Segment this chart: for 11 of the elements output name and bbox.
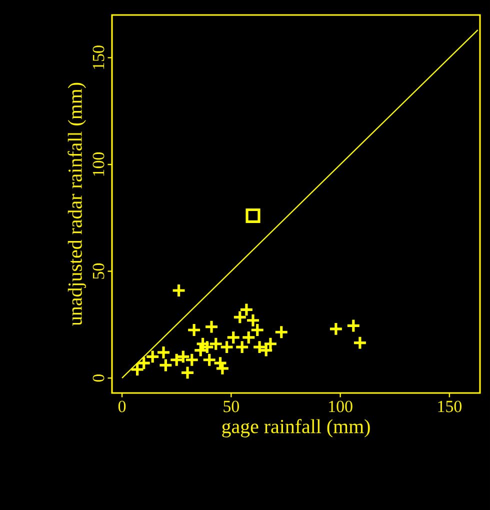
x-tick-label: 100 [329,400,352,412]
y-tick-label: 50 [92,263,104,279]
x-tick-label: 50 [224,400,239,412]
y-tick-label: 100 [92,152,104,176]
x-axis-title: gage rainfall (mm) [222,419,370,438]
point [246,208,260,224]
y-tick-label: 0 [92,374,104,382]
x-tick-label: 0 [118,400,126,412]
y-axis-title: unadjusted radar rainfall (mm) [68,82,86,326]
y-tick-label: 150 [92,46,104,69]
x-tick-label: 150 [438,400,462,412]
